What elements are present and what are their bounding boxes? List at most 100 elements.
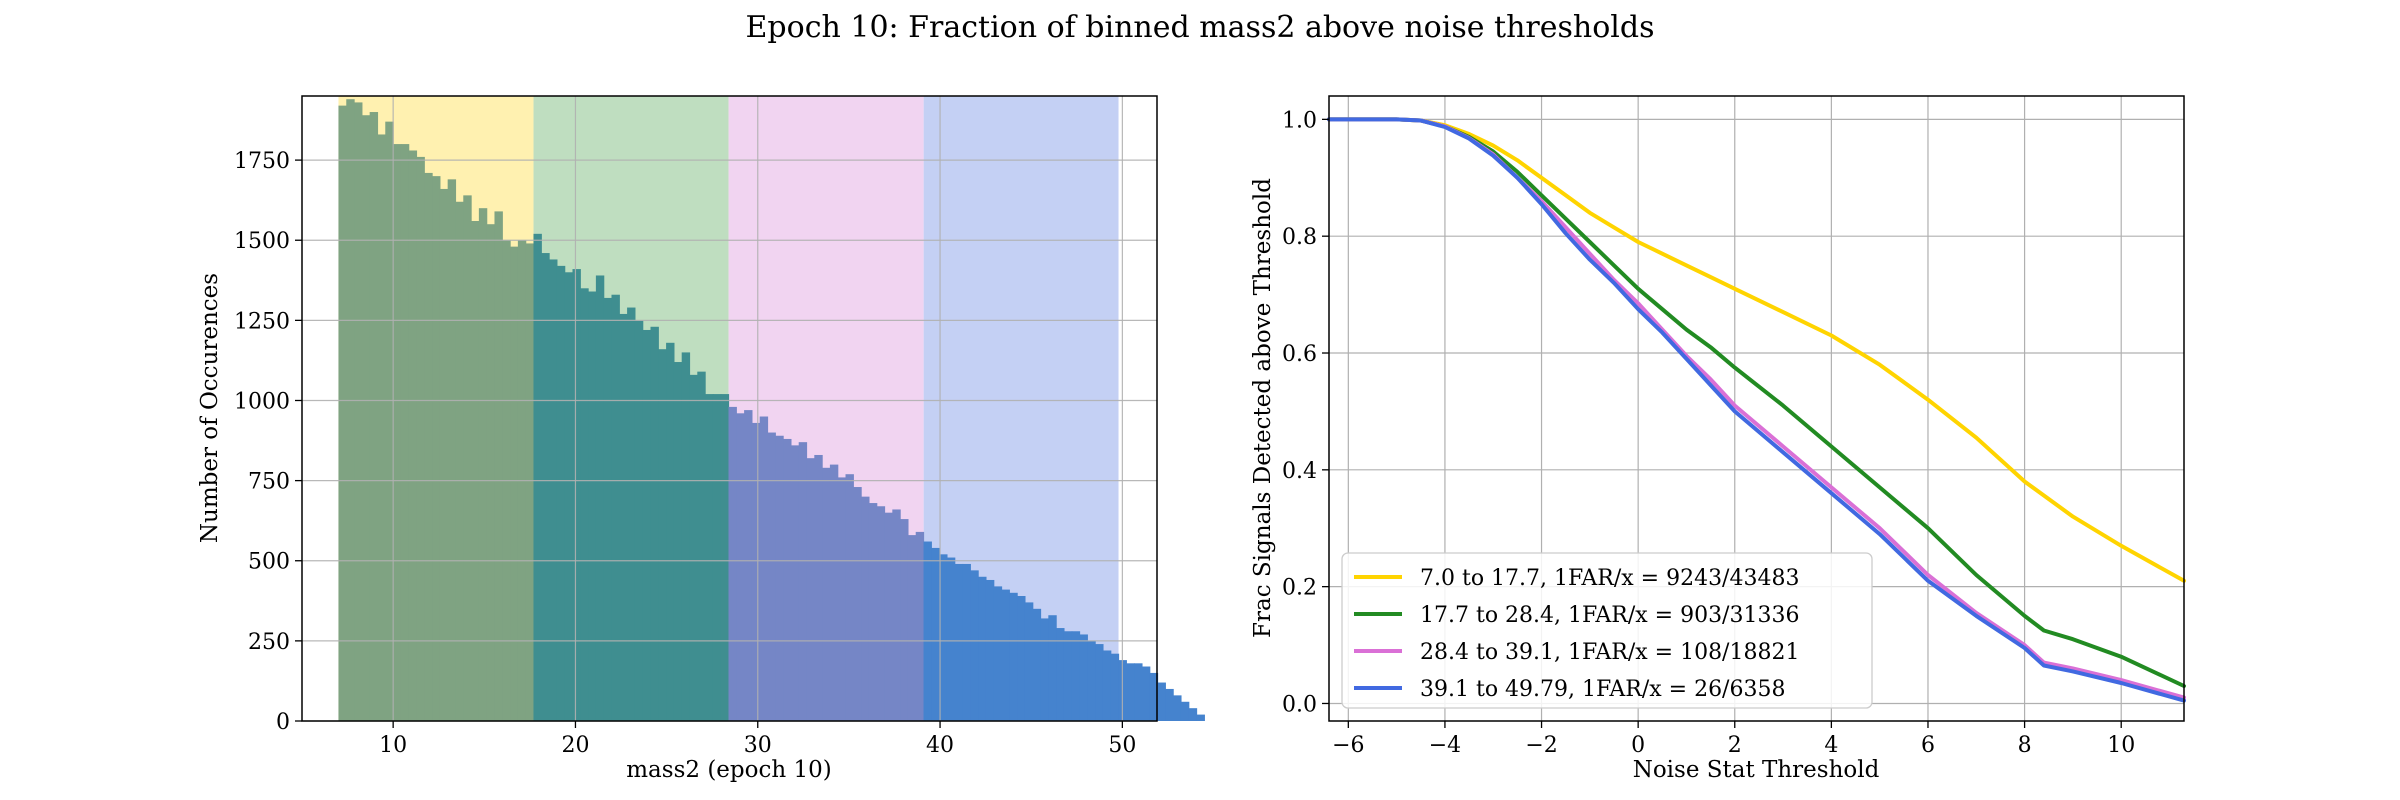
y-tick-label: 1500 [234, 229, 290, 254]
series-line-1 [1327, 117, 2186, 583]
histogram-bar [1087, 640, 1096, 721]
histogram-bar [689, 374, 698, 721]
histogram-bar [705, 394, 714, 721]
y-tick-label: 250 [248, 630, 290, 655]
histogram-bar [923, 541, 932, 721]
y-tick-label: 0.4 [1282, 459, 1317, 484]
y-tick-label: 1750 [234, 149, 290, 174]
histogram-bar [595, 275, 605, 721]
histogram-bar [759, 416, 769, 721]
histogram-bar [744, 410, 753, 721]
histogram-bar [720, 394, 730, 721]
histogram-bar [931, 547, 940, 721]
legend-label: 7.0 to 17.7, 1FAR/x = 9243/43483 [1420, 566, 1799, 591]
histogram-bar [892, 509, 901, 721]
y-tick-label: 0.6 [1282, 342, 1317, 367]
histogram-bar [861, 496, 870, 721]
y-tick-label: 1.0 [1282, 108, 1317, 133]
histogram-bar [1024, 602, 1034, 721]
histogram-bar [775, 435, 784, 721]
histogram-bar [627, 307, 636, 721]
histogram-bar [408, 150, 418, 721]
x-tick-label: 4 [1824, 733, 1838, 758]
histogram-bar [962, 563, 971, 721]
x-tick-label: −2 [1525, 733, 1557, 758]
histogram-bar [1188, 708, 1198, 721]
histogram-bar [1063, 631, 1073, 721]
histogram-bar [1032, 608, 1042, 721]
histogram-bar [970, 570, 979, 721]
histogram-xlabel: mass2 (epoch 10) [626, 757, 831, 783]
histogram-bar [432, 176, 441, 722]
y-tick-label: 1000 [234, 389, 290, 414]
histogram-bar [1102, 650, 1112, 721]
histogram-bar [681, 352, 691, 721]
x-tick-label: 30 [744, 733, 772, 758]
x-tick-label: 50 [1108, 733, 1136, 758]
line-series [1327, 117, 2186, 703]
histogram-bar [572, 269, 581, 721]
histogram-bar [884, 512, 893, 721]
histogram-bar [400, 144, 410, 722]
x-tick-label: −4 [1429, 733, 1461, 758]
y-tick-label: 750 [248, 470, 290, 495]
histogram-bar [338, 105, 347, 722]
histogram-bar [1180, 701, 1190, 721]
histogram-bar [1126, 663, 1135, 721]
y-tick-label: 0.8 [1282, 225, 1317, 250]
y-tick-label: 0.2 [1282, 576, 1317, 601]
histogram-bar [1079, 634, 1088, 721]
histogram-bar [549, 259, 558, 721]
histogram-bar [525, 243, 535, 721]
histogram-bar [354, 102, 363, 721]
histogram-bar [1048, 615, 1057, 721]
histogram-bar [1040, 618, 1049, 721]
line-xlabel: Noise Stat Threshold [1633, 757, 1880, 783]
histogram-bar [790, 445, 800, 721]
histogram-bar [1157, 682, 1166, 721]
histogram-bar [1071, 631, 1081, 721]
histogram-bar [416, 156, 425, 721]
histogram-ylabel: Number of Occurences [197, 273, 223, 543]
histogram-bar [837, 477, 847, 721]
histogram-bar [478, 208, 488, 721]
x-tick-label: 10 [379, 733, 407, 758]
histogram-bar [1134, 663, 1143, 721]
histogram-bar [564, 272, 574, 721]
histogram-bar [634, 320, 644, 721]
histogram-bar [385, 121, 394, 721]
histogram-bar [377, 134, 386, 721]
histogram-bar [603, 297, 613, 721]
histogram-bar [845, 474, 854, 721]
histogram-bar [463, 195, 472, 721]
histogram-bar [767, 432, 776, 721]
histogram-bar [1141, 666, 1151, 721]
histogram-bar [588, 291, 597, 721]
histogram-bar [580, 288, 589, 721]
histogram-bar [1095, 644, 1104, 721]
legend-label: 39.1 to 49.79, 1FAR/x = 26/6358 [1420, 677, 1785, 702]
x-tick-label: 6 [1921, 733, 1935, 758]
histogram-bar [822, 467, 831, 721]
histogram-bar [666, 342, 675, 721]
line-chart: −6 −4 −2 0 2 4 6 8 10 0.0 0.2 0.4 0.6 0.8 1.0 Noise St… [1250, 95, 2186, 783]
x-tick-label: 8 [2018, 733, 2032, 758]
y-tick-label: 0.0 [1282, 692, 1317, 717]
histogram-bar [673, 362, 683, 721]
histogram-bar [985, 579, 995, 721]
histogram-bar [915, 531, 925, 721]
histogram-bar [798, 442, 808, 721]
histogram-bar [486, 224, 496, 721]
histogram-bar [907, 535, 917, 721]
x-tick-label: 40 [926, 733, 954, 758]
histogram-bar [1110, 653, 1120, 721]
histogram-bar [1001, 589, 1010, 721]
histogram-bar [900, 519, 909, 721]
histogram-bar [369, 112, 379, 722]
histogram-bar [783, 438, 792, 721]
histogram-bar [697, 371, 706, 721]
histogram-bar [455, 201, 464, 721]
histogram-bar [751, 422, 761, 721]
histogram-bar [1173, 695, 1182, 721]
x-tick-label: 10 [2107, 733, 2135, 758]
